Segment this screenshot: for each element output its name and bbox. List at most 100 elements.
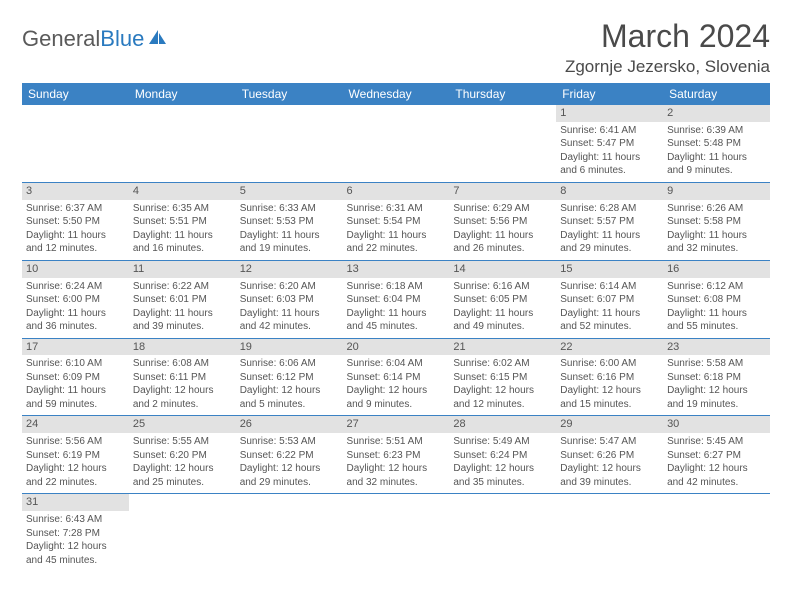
day-daylight2: and 25 minutes. — [133, 476, 232, 490]
day-sunset: Sunset: 6:20 PM — [133, 449, 232, 463]
day-sunset: Sunset: 6:23 PM — [347, 449, 446, 463]
empty-cell — [556, 494, 663, 571]
day-cell: 24Sunrise: 5:56 AMSunset: 6:19 PMDayligh… — [22, 416, 129, 494]
day-sunset: Sunset: 5:57 PM — [560, 215, 659, 229]
day-number: 29 — [556, 416, 663, 433]
brand-part2: Blue — [100, 26, 144, 52]
day-number: 14 — [449, 261, 556, 278]
weekday-header: Wednesday — [343, 83, 450, 105]
day-daylight1: Daylight: 11 hours — [26, 384, 125, 398]
day-daylight2: and 9 minutes. — [667, 164, 766, 178]
day-daylight1: Daylight: 11 hours — [240, 229, 339, 243]
day-sunrise: Sunrise: 6:31 AM — [347, 202, 446, 216]
day-sunrise: Sunrise: 6:37 AM — [26, 202, 125, 216]
day-number: 28 — [449, 416, 556, 433]
day-daylight1: Daylight: 11 hours — [26, 229, 125, 243]
day-daylight1: Daylight: 12 hours — [453, 384, 552, 398]
day-cell: 13Sunrise: 6:18 AMSunset: 6:04 PMDayligh… — [343, 260, 450, 338]
day-sunrise: Sunrise: 6:00 AM — [560, 357, 659, 371]
weekday-header: Friday — [556, 83, 663, 105]
day-sunset: Sunset: 6:24 PM — [453, 449, 552, 463]
calendar-row: 10Sunrise: 6:24 AMSunset: 6:00 PMDayligh… — [22, 260, 770, 338]
brand-logo: GeneralBlue — [22, 18, 169, 52]
day-sunrise: Sunrise: 6:06 AM — [240, 357, 339, 371]
day-number: 7 — [449, 183, 556, 200]
day-number: 16 — [663, 261, 770, 278]
empty-cell — [129, 494, 236, 571]
calendar-table: SundayMondayTuesdayWednesdayThursdayFrid… — [22, 83, 770, 571]
day-daylight1: Daylight: 11 hours — [240, 307, 339, 321]
day-sunset: Sunset: 6:05 PM — [453, 293, 552, 307]
day-daylight2: and 39 minutes. — [560, 476, 659, 490]
day-sunset: Sunset: 6:15 PM — [453, 371, 552, 385]
day-sunset: Sunset: 6:00 PM — [26, 293, 125, 307]
day-cell: 7Sunrise: 6:29 AMSunset: 5:56 PMDaylight… — [449, 182, 556, 260]
day-number: 4 — [129, 183, 236, 200]
day-daylight1: Daylight: 11 hours — [667, 307, 766, 321]
day-sunrise: Sunrise: 5:51 AM — [347, 435, 446, 449]
day-daylight1: Daylight: 11 hours — [560, 229, 659, 243]
day-daylight2: and 5 minutes. — [240, 398, 339, 412]
empty-cell — [663, 494, 770, 571]
day-daylight2: and 12 minutes. — [26, 242, 125, 256]
day-cell: 5Sunrise: 6:33 AMSunset: 5:53 PMDaylight… — [236, 182, 343, 260]
day-daylight2: and 16 minutes. — [133, 242, 232, 256]
day-number: 26 — [236, 416, 343, 433]
day-number: 31 — [22, 494, 129, 511]
day-daylight2: and 59 minutes. — [26, 398, 125, 412]
day-sunrise: Sunrise: 6:10 AM — [26, 357, 125, 371]
day-cell: 6Sunrise: 6:31 AMSunset: 5:54 PMDaylight… — [343, 182, 450, 260]
day-cell: 31Sunrise: 6:43 AMSunset: 7:28 PMDayligh… — [22, 494, 129, 571]
day-cell: 25Sunrise: 5:55 AMSunset: 6:20 PMDayligh… — [129, 416, 236, 494]
calendar-row: 1Sunrise: 6:41 AMSunset: 5:47 PMDaylight… — [22, 105, 770, 182]
day-cell: 20Sunrise: 6:04 AMSunset: 6:14 PMDayligh… — [343, 338, 450, 416]
day-number: 12 — [236, 261, 343, 278]
day-sunset: Sunset: 5:47 PM — [560, 137, 659, 151]
day-daylight2: and 19 minutes. — [667, 398, 766, 412]
day-daylight1: Daylight: 11 hours — [347, 307, 446, 321]
day-sunset: Sunset: 6:18 PM — [667, 371, 766, 385]
day-daylight2: and 42 minutes. — [240, 320, 339, 334]
empty-cell — [343, 105, 450, 182]
day-cell: 12Sunrise: 6:20 AMSunset: 6:03 PMDayligh… — [236, 260, 343, 338]
day-sunset: Sunset: 6:09 PM — [26, 371, 125, 385]
day-daylight1: Daylight: 12 hours — [347, 462, 446, 476]
day-daylight1: Daylight: 12 hours — [453, 462, 552, 476]
day-cell: 21Sunrise: 6:02 AMSunset: 6:15 PMDayligh… — [449, 338, 556, 416]
day-number: 1 — [556, 105, 663, 122]
day-daylight2: and 26 minutes. — [453, 242, 552, 256]
day-cell: 11Sunrise: 6:22 AMSunset: 6:01 PMDayligh… — [129, 260, 236, 338]
day-cell: 26Sunrise: 5:53 AMSunset: 6:22 PMDayligh… — [236, 416, 343, 494]
day-sunrise: Sunrise: 6:24 AM — [26, 280, 125, 294]
day-sunset: Sunset: 6:22 PM — [240, 449, 339, 463]
day-daylight1: Daylight: 11 hours — [453, 307, 552, 321]
empty-cell — [449, 494, 556, 571]
day-daylight1: Daylight: 12 hours — [26, 462, 125, 476]
day-daylight1: Daylight: 12 hours — [560, 384, 659, 398]
day-daylight1: Daylight: 11 hours — [560, 307, 659, 321]
empty-cell — [22, 105, 129, 182]
day-daylight1: Daylight: 11 hours — [133, 229, 232, 243]
day-number: 6 — [343, 183, 450, 200]
day-sunset: Sunset: 6:14 PM — [347, 371, 446, 385]
calendar-row: 24Sunrise: 5:56 AMSunset: 6:19 PMDayligh… — [22, 416, 770, 494]
day-sunrise: Sunrise: 5:58 AM — [667, 357, 766, 371]
day-sunset: Sunset: 6:26 PM — [560, 449, 659, 463]
day-number: 11 — [129, 261, 236, 278]
day-sunrise: Sunrise: 6:02 AM — [453, 357, 552, 371]
day-sunset: Sunset: 7:28 PM — [26, 527, 125, 541]
weekday-header-row: SundayMondayTuesdayWednesdayThursdayFrid… — [22, 83, 770, 105]
day-sunset: Sunset: 6:08 PM — [667, 293, 766, 307]
day-sunset: Sunset: 5:51 PM — [133, 215, 232, 229]
day-sunrise: Sunrise: 6:35 AM — [133, 202, 232, 216]
day-sunrise: Sunrise: 6:12 AM — [667, 280, 766, 294]
day-number: 25 — [129, 416, 236, 433]
day-daylight2: and 52 minutes. — [560, 320, 659, 334]
day-sunset: Sunset: 6:03 PM — [240, 293, 339, 307]
day-number: 20 — [343, 339, 450, 356]
day-cell: 19Sunrise: 6:06 AMSunset: 6:12 PMDayligh… — [236, 338, 343, 416]
day-number: 19 — [236, 339, 343, 356]
day-sunrise: Sunrise: 6:29 AM — [453, 202, 552, 216]
empty-cell — [236, 494, 343, 571]
empty-cell — [449, 105, 556, 182]
